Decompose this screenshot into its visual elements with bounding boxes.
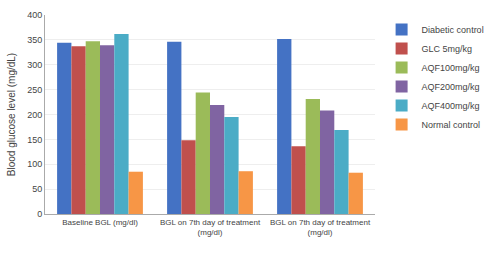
svg-text:Blood glucose level (mg/dL): Blood glucose level (mg/dL) bbox=[6, 53, 17, 176]
svg-text:Normal control: Normal control bbox=[422, 120, 481, 130]
svg-text:50: 50 bbox=[32, 184, 42, 194]
svg-text:AQF100mg/kg: AQF100mg/kg bbox=[422, 63, 480, 73]
svg-text:200: 200 bbox=[27, 110, 42, 120]
svg-text:BGL on 7th day of treatment(mg: BGL on 7th day of treatment(mg/dl) bbox=[270, 218, 371, 237]
svg-text:350: 350 bbox=[27, 35, 42, 45]
svg-text:Baseline BGL (mg/dl): Baseline BGL (mg/dl) bbox=[62, 218, 138, 227]
svg-text:150: 150 bbox=[27, 135, 42, 145]
svg-text:Diabetic control: Diabetic control bbox=[422, 25, 484, 35]
svg-text:0: 0 bbox=[37, 209, 42, 219]
svg-text:GLC 5mg/kg: GLC 5mg/kg bbox=[422, 44, 473, 54]
svg-text:250: 250 bbox=[27, 85, 42, 95]
svg-text:AQF400mg/kg: AQF400mg/kg bbox=[422, 101, 480, 111]
svg-text:BGL on 7th day of treatment(mg: BGL on 7th day of treatment(mg/dl) bbox=[160, 218, 261, 237]
svg-text:300: 300 bbox=[27, 60, 42, 70]
svg-text:400: 400 bbox=[27, 10, 42, 20]
svg-text:AQF200mg/kg: AQF200mg/kg bbox=[422, 82, 480, 92]
svg-text:100: 100 bbox=[27, 159, 42, 169]
